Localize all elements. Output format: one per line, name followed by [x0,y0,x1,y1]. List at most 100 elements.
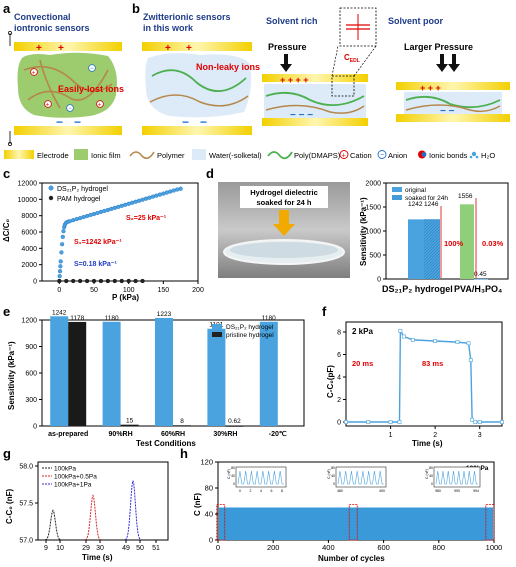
x-tick-label: 9 [44,545,48,552]
data-point [119,203,124,208]
x-tick-label: 800 [433,543,446,552]
x-tick-label: 200 [192,287,204,294]
data-point [136,198,142,203]
y-tick-label: 6 [337,352,341,359]
data-point [71,218,76,223]
y-tick-label: 12000 [18,181,38,188]
panel-g: g 57.0 57.5 58.0 9 10 29 30 49 50 51 Time (s) C-C… [3,446,169,562]
y-tick-label: 900 [25,344,37,351]
x-tick-label: 200 [267,543,280,552]
water-solketal-region [264,84,366,118]
bar-value-label: 0.62 [228,418,241,425]
zoom-line [353,45,377,77]
data-point [133,199,138,204]
pressure-arrow-icon [448,54,460,72]
y-tick-label: 58.0 [19,464,33,471]
data-point [78,278,83,284]
bar [424,219,440,279]
cycle-envelope [219,507,493,540]
data-point [178,186,183,191]
legend-label: Polymer [157,151,185,160]
terminal [8,142,12,146]
y-tick-label: 2000 [21,262,37,269]
data-point [57,274,62,279]
solvent-poor-label: Solvent poor [388,16,443,26]
x-tick-label: 400 [322,543,335,552]
data-point [58,264,63,269]
data-point [154,193,159,198]
x-tick-label: 150 [157,287,169,294]
data-point [60,234,65,239]
bottom-electrode [396,114,510,122]
inset-x-tick: 480 [337,489,343,493]
zoom-box [331,75,355,97]
panel-d-letter: d [206,166,214,181]
water-molecule-icon [471,151,477,157]
panel-b-letter: b [132,1,140,16]
panel-f: f 1 2 3 0 2 4 6 8 Time (s) C-C₀(pF) 2 kPa 20 ms… [322,304,504,448]
polydmaps-chain-icon [267,151,293,160]
data-point [133,278,138,284]
photo-caption-line2: soaked for 24 h [256,198,311,207]
y-tick-label: 57.0 [19,538,33,545]
data-point [91,211,97,217]
legend-swatch [212,324,222,329]
bar [207,328,226,426]
chart-c-annotation-s1: S₁=1242 kPa⁻¹ [74,239,122,246]
series-line [84,494,102,541]
inset-ylabel: C (nF) [327,469,331,479]
data-point [98,209,104,215]
chart-g-legend-2: 100kPa+0.5Pa [54,474,97,481]
zoom-line [331,45,339,77]
cedl-label: CEDL [344,53,360,64]
bottom-electrode [262,118,368,126]
x-tick-label: 1 [389,432,393,439]
inset-x-tick: 2 [250,489,252,493]
svg-text:+: + [32,71,36,77]
inset-line [337,470,384,485]
data-point [398,328,403,333]
data-point [433,339,438,343]
data-point [366,420,371,424]
x-category-label: 60%RH [161,431,185,438]
data-point [140,278,145,284]
inset-x-tick: 4 [260,489,262,493]
svg-text:−: − [90,66,94,72]
panel-b-title-line2: in this work [143,23,194,33]
chart-d-category-1: DS₂₁P₂ hydrogel [382,284,453,294]
polymer-chain [149,94,249,107]
inset-x-tick: 6 [271,489,273,493]
data-point [150,194,156,199]
data-point [175,187,180,192]
x-tick-label: 10 [56,545,64,552]
data-point [140,197,145,202]
data-point [81,214,86,220]
chart-d-annotation-003: 0.03% [482,239,504,248]
chart-f-annotation-20ms: 20 ms [352,359,373,368]
y-tick-label: 1500 [365,205,381,212]
inset-x-tick: 0 [239,489,241,493]
chart-d-marks: 1242 1246 1556 0.45 [408,193,488,280]
series-line [346,328,502,423]
chart-d-annotation-100: 100% [444,239,464,248]
top-electrode [142,42,252,51]
chart-d-ticks: 0 500 1000 1500 2000 [365,181,386,284]
panel-a-title-line1: Convectional [14,12,71,22]
chart-g-marks [44,480,142,541]
petri-dish-liquid [230,242,338,258]
polymer-curve-icon [129,151,155,160]
panel-a: a Convectional iontronic sensors + + Eas… [3,1,124,146]
minus-sign: − [182,115,189,129]
chart-g-ticks: 57.0 57.5 58.0 9 10 29 30 49 50 51 [19,464,160,553]
data-point [466,341,471,346]
data-point [388,420,393,424]
data-point [74,216,79,222]
legend-swatch [212,332,222,337]
panel-b-caption: Non-leaky ions [196,62,260,72]
pressure-label: Pressure [268,42,307,52]
data-point [84,213,90,219]
bar-value-label: 8 [180,418,184,425]
data-point [112,278,117,284]
